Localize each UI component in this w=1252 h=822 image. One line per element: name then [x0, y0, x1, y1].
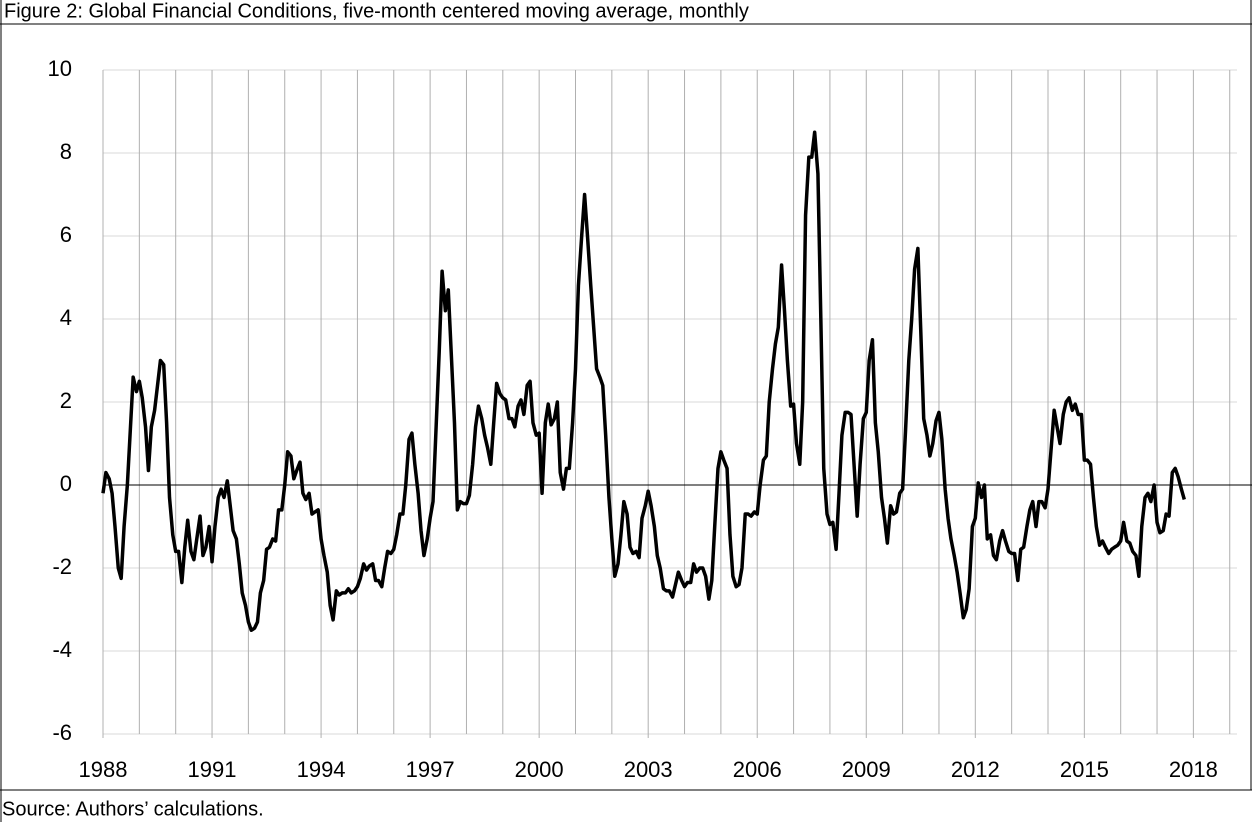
source-note: Source: Authors’ calculations. — [2, 798, 264, 820]
x-tick-label: 2000 — [515, 757, 564, 782]
x-tick-label: 1997 — [406, 757, 455, 782]
y-tick-label: 8 — [60, 139, 72, 164]
x-tick-label: 2018 — [1169, 757, 1218, 782]
x-tick-label: 2012 — [951, 757, 1000, 782]
y-tick-label: 4 — [60, 305, 72, 330]
data-line — [101, 130, 1186, 632]
y-tick-label: -6 — [52, 720, 72, 745]
x-tick-label: 1991 — [188, 757, 237, 782]
x-tick-label: 1988 — [79, 757, 128, 782]
y-tick-label: -4 — [52, 637, 72, 662]
x-tick-label: 2009 — [842, 757, 891, 782]
y-tick-label: 10 — [48, 56, 72, 81]
x-tick-label: 1994 — [297, 757, 346, 782]
x-tick-label: 2006 — [733, 757, 782, 782]
y-tick-label: 2 — [60, 388, 72, 413]
x-tick-label: 2015 — [1060, 757, 1109, 782]
y-tick-label: 0 — [60, 471, 72, 496]
y-tick-label: 6 — [60, 222, 72, 247]
chart-title: Figure 2: Global Financial Conditions, f… — [4, 0, 749, 22]
y-tick-label: -2 — [52, 554, 72, 579]
x-tick-label: 2003 — [624, 757, 673, 782]
